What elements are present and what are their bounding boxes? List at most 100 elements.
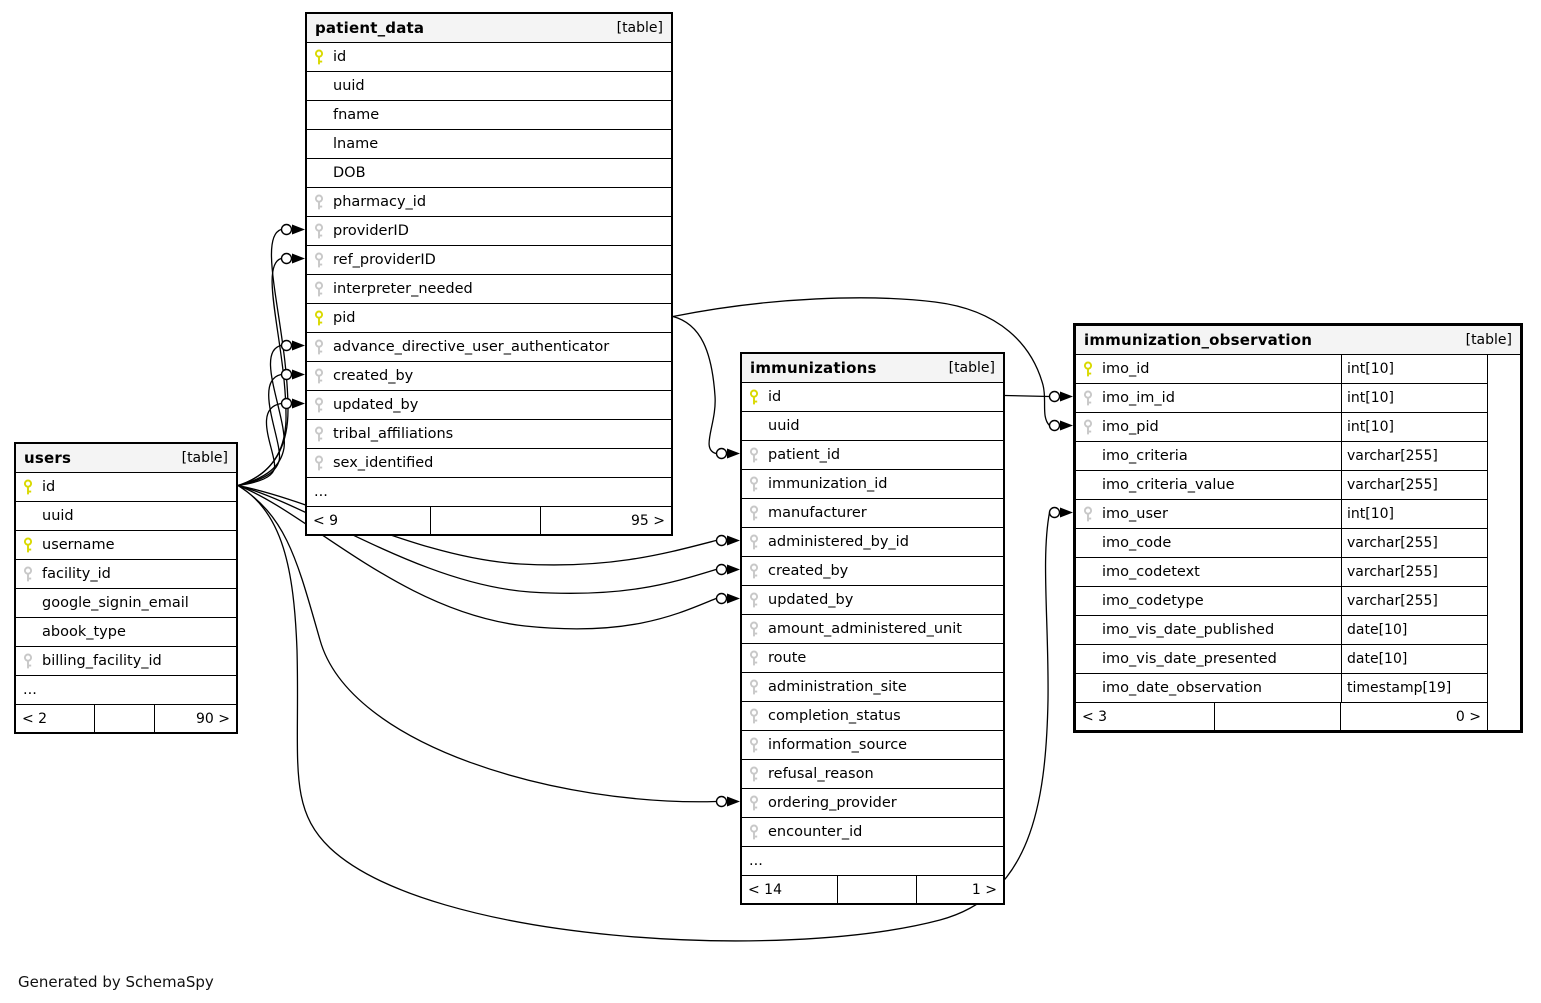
column-row: imo_criteria varchar[255] [1076, 442, 1487, 471]
column-list: id uuid patient_id immunization_id manufactu… [742, 383, 1003, 876]
more-columns-row: ... [307, 478, 671, 507]
table-immunizations: immunizations [table] id uuid patient_id im… [740, 352, 1005, 905]
column-row: facility_id [16, 560, 236, 589]
column-row: route [742, 644, 1003, 673]
column-name-cell: ordering_provider [742, 789, 1003, 817]
column-row: interpreter_needed [307, 275, 671, 304]
primary-key-icon [314, 310, 326, 327]
column-name-cell: created_by [307, 362, 671, 390]
column-type: int[10] [1347, 361, 1394, 377]
foreign-key-icon [749, 824, 761, 841]
column-row: username [16, 531, 236, 560]
column-name-cell: imo_criteria [1076, 442, 1342, 470]
ellipsis-label: ... [314, 484, 328, 500]
footer-spacer [1215, 703, 1341, 730]
foreign-key-icon [749, 505, 761, 522]
foreign-key-icon [314, 455, 326, 472]
column-row: uuid [742, 412, 1003, 441]
column-name: immunization_id [768, 476, 888, 492]
foreign-key-icon [314, 252, 326, 269]
table-footer: < 3 0 > [1076, 703, 1487, 730]
column-name: fname [333, 107, 380, 123]
column-name-cell: pharmacy_id [307, 188, 671, 216]
primary-key-icon [749, 389, 761, 406]
column-row: imo_criteria_value varchar[255] [1076, 471, 1487, 500]
foreign-key-icon [749, 737, 761, 754]
table-header-immunization-observation[interactable]: immunization_observation [table] [1076, 326, 1520, 355]
table-title[interactable]: users [24, 449, 72, 467]
table-header-users[interactable]: users [table] [16, 444, 236, 473]
table-title[interactable]: immunization_observation [1084, 331, 1313, 349]
column-name-cell: imo_vis_date_published [1076, 616, 1342, 644]
column-name: DOB [333, 165, 366, 181]
table-header-immunizations[interactable]: immunizations [table] [742, 354, 1003, 383]
column-name-cell: uuid [742, 412, 1003, 440]
column-name: imo_im_id [1102, 390, 1175, 406]
column-name: created_by [768, 563, 849, 579]
column-row: imo_vis_date_published date[10] [1076, 616, 1487, 645]
primary-key-icon [23, 479, 35, 496]
edge-users-id-to-immunizations-updated-by [237, 484, 740, 630]
table-badge: [table] [616, 20, 663, 36]
column-type: date[10] [1347, 622, 1408, 638]
foreign-key-icon [749, 592, 761, 609]
primary-key-icon [1083, 361, 1095, 378]
column-name-cell: updated_by [307, 391, 671, 419]
table-immunization-observation: immunization_observation [table] imo_id i… [1073, 323, 1523, 733]
edge-users-id-to-patient-data-created-by [237, 368, 305, 487]
foreign-key-icon [749, 563, 761, 580]
column-name-cell: fname [307, 101, 671, 129]
table-title[interactable]: patient_data [315, 19, 425, 37]
foreign-key-icon [749, 766, 761, 783]
ellipsis-label: ... [23, 682, 37, 698]
column-row: ordering_provider [742, 789, 1003, 818]
column-row: id [742, 383, 1003, 412]
column-type: varchar[255] [1347, 535, 1438, 551]
column-name-cell: lname [307, 130, 671, 158]
column-row: pid [307, 304, 671, 333]
foreign-key-icon [314, 194, 326, 211]
column-name-cell: DOB [307, 159, 671, 187]
foreign-key-icon [749, 534, 761, 551]
edge-users-id-to-immunization-observation-imo-user [237, 484, 1073, 942]
column-name-cell: advance_directive_user_authenticator [307, 333, 671, 361]
footer-children-count: 1 > [971, 881, 997, 898]
column-name-cell: refusal_reason [742, 760, 1003, 788]
column-row: created_by [307, 362, 671, 391]
column-row: amount_administered_unit [742, 615, 1003, 644]
column-type: int[10] [1347, 390, 1394, 406]
column-row: id [307, 43, 671, 72]
edge-users-id-to-immunizations-ordering-provider [237, 484, 740, 808]
foreign-key-icon [314, 368, 326, 385]
column-type: varchar[255] [1347, 448, 1438, 464]
column-type: date[10] [1347, 651, 1408, 667]
column-name-cell: google_signin_email [16, 589, 236, 617]
table-title[interactable]: immunizations [750, 359, 877, 377]
edge-users-id-to-patient-data-advance-directive-user-authenticator [237, 339, 305, 487]
footer-spacer [95, 705, 155, 732]
column-name-cell: imo_criteria_value [1076, 471, 1342, 499]
column-row: advance_directive_user_authenticator [307, 333, 671, 362]
foreign-key-icon [749, 708, 761, 725]
generated-by-label: Generated by SchemaSpy [18, 973, 214, 991]
column-name-cell: tribal_affiliations [307, 420, 671, 448]
column-name: username [42, 537, 115, 553]
table-badge: [table] [181, 450, 228, 466]
column-name: amount_administered_unit [768, 621, 962, 637]
column-name: refusal_reason [768, 766, 874, 782]
footer-spacer [838, 876, 917, 903]
column-name-cell: completion_status [742, 702, 1003, 730]
column-row: sex_identified [307, 449, 671, 478]
table-header-patient-data[interactable]: patient_data [table] [307, 14, 671, 43]
column-name: imo_date_observation [1102, 680, 1262, 696]
column-name: facility_id [42, 566, 111, 582]
column-name: encounter_id [768, 824, 863, 840]
column-row: providerID [307, 217, 671, 246]
column-name: id [768, 389, 782, 405]
column-name: imo_codetext [1102, 564, 1200, 580]
column-name: administration_site [768, 679, 907, 695]
column-name-cell: username [16, 531, 236, 559]
column-name: updated_by [768, 592, 854, 608]
foreign-key-icon [749, 679, 761, 696]
